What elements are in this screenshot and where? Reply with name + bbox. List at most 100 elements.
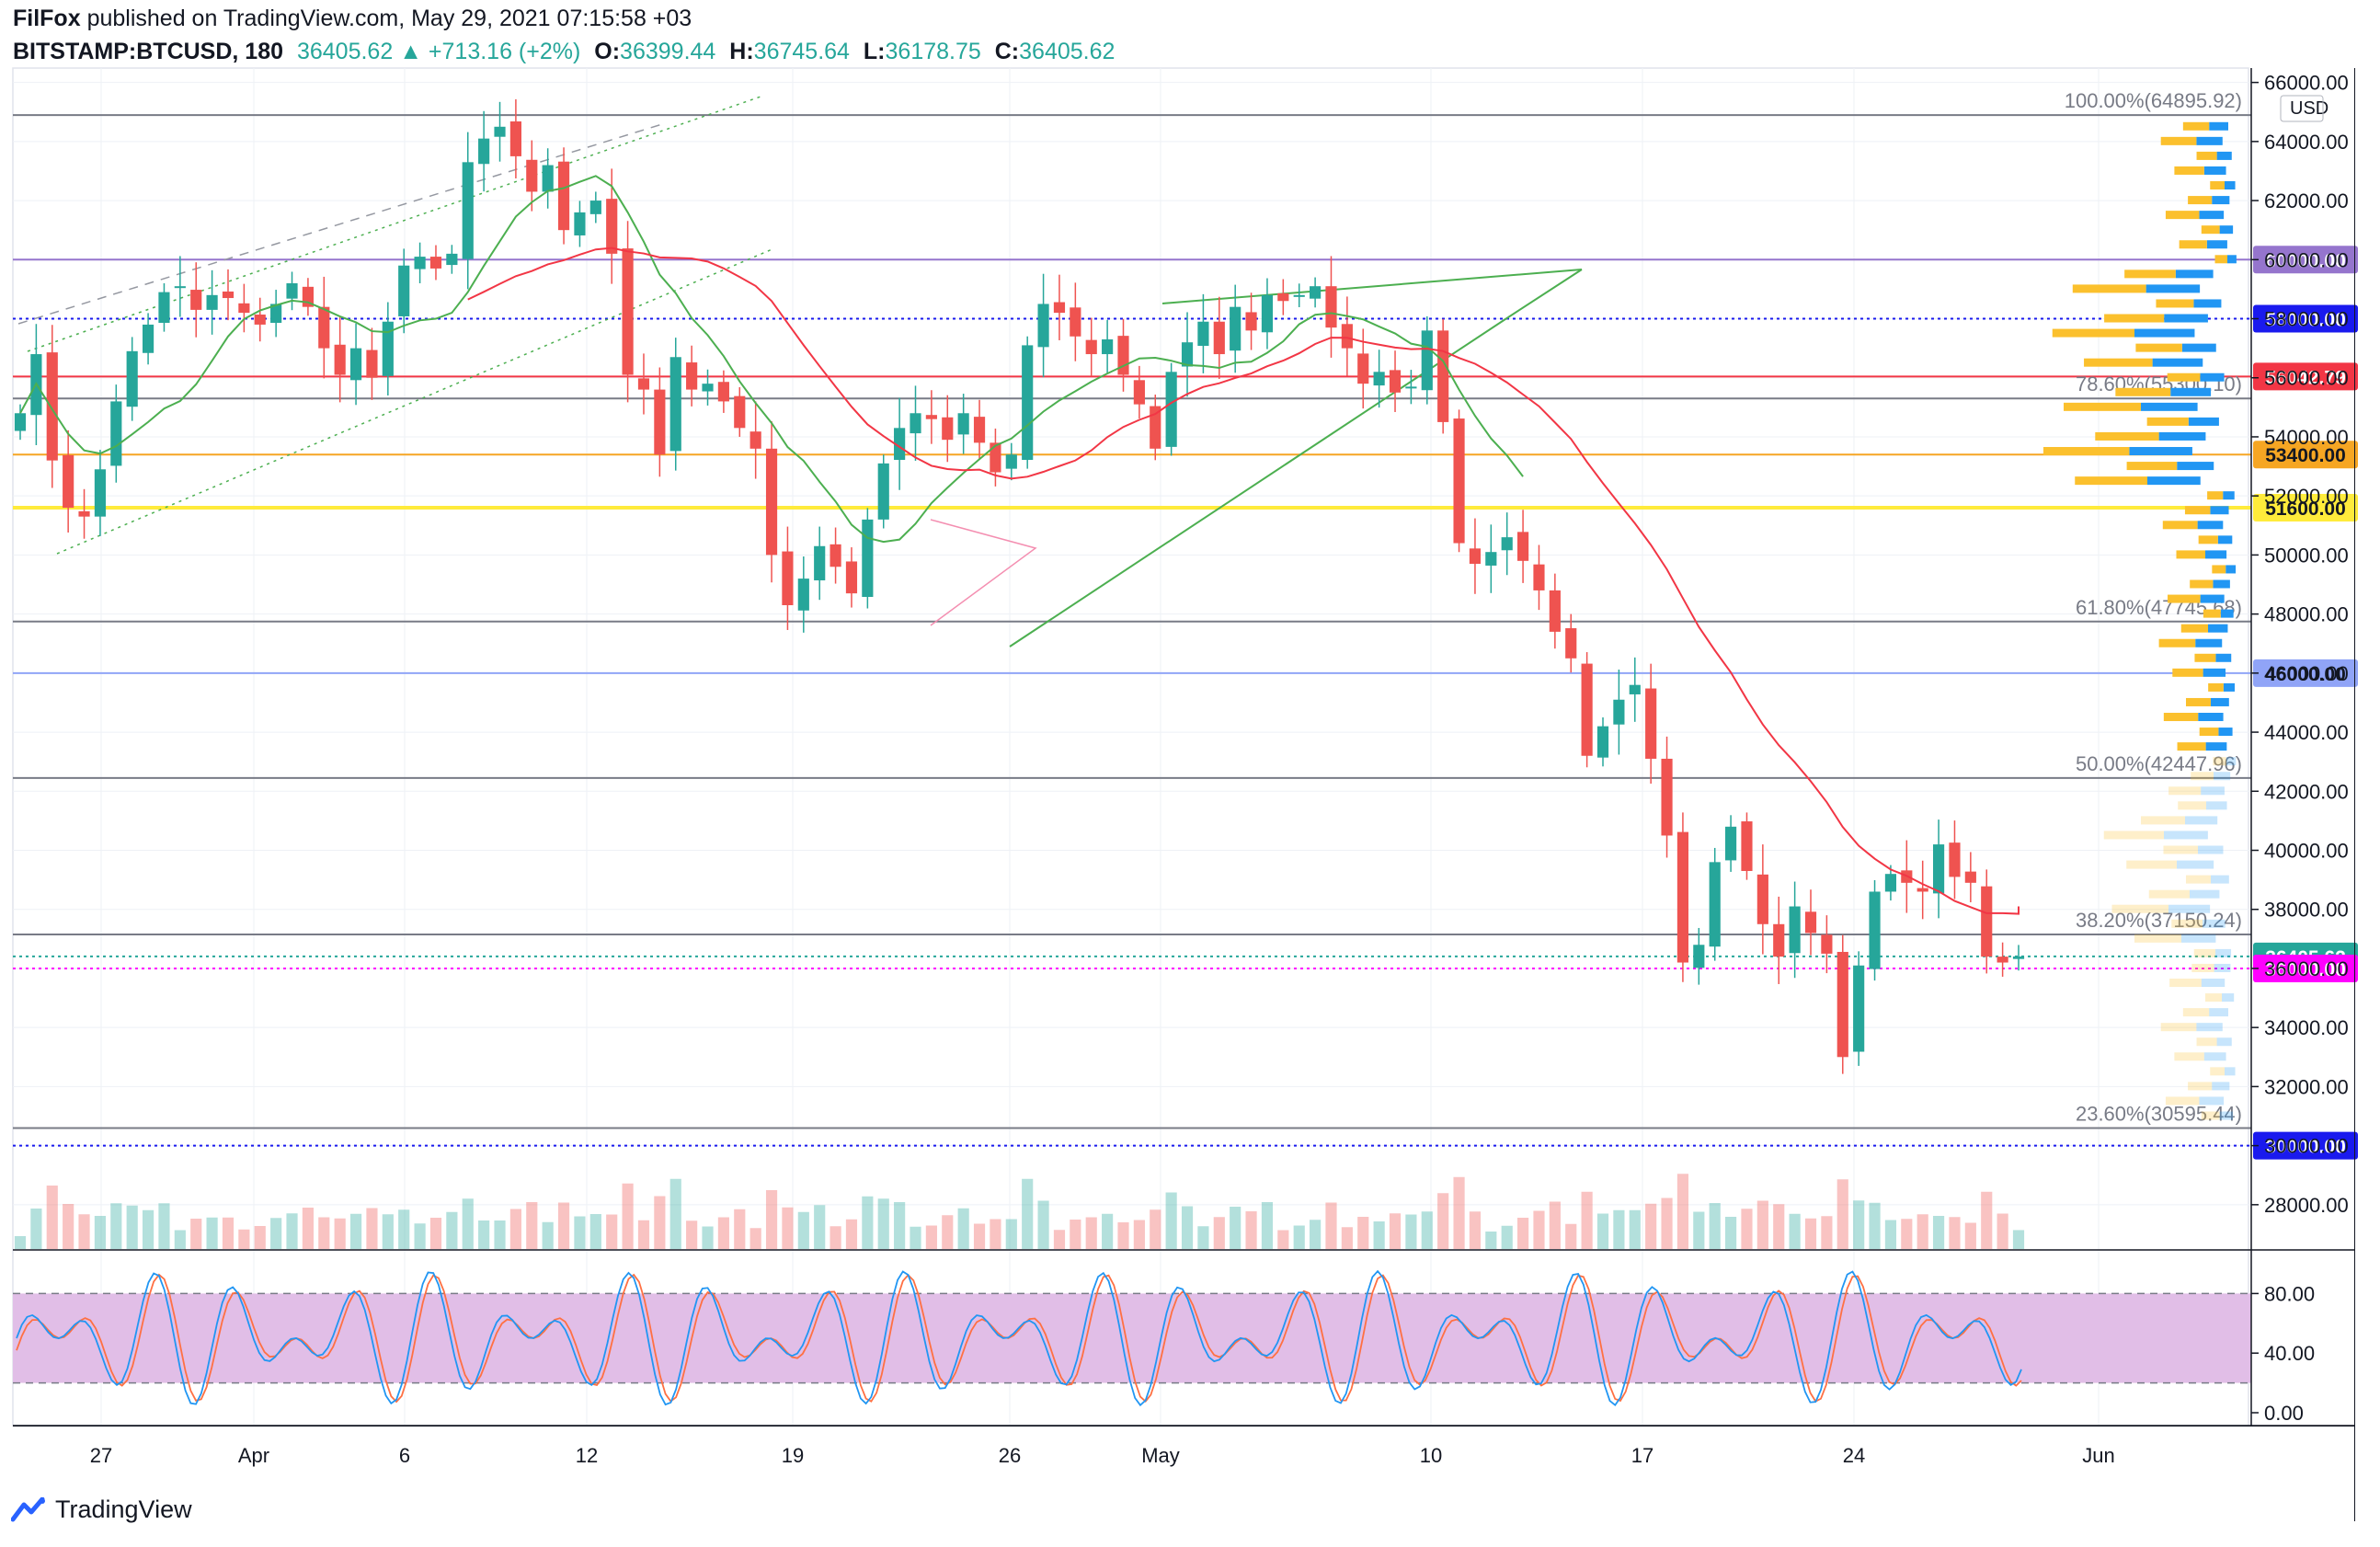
candle-body [1325, 286, 1337, 328]
profile-bar-up [2218, 728, 2233, 737]
moving-averages [19, 175, 2020, 915]
profile-bar-down [2191, 772, 2214, 781]
volume-bar [1165, 1192, 1177, 1249]
open-label: O: [594, 39, 621, 64]
price-level-badge [2253, 441, 2358, 469]
volume-bar [254, 1226, 266, 1249]
y-tick-label: 58000.00 [2264, 308, 2349, 331]
stoch-tick-label: 80.00 [2264, 1282, 2315, 1305]
author-name[interactable]: FilFox [13, 6, 81, 31]
candle-body [1293, 294, 1305, 297]
profile-bar-down [2169, 979, 2202, 988]
volume-bar [1917, 1214, 1928, 1249]
candle [877, 454, 889, 529]
publish-info: published on TradingView.com, May 29, 20… [86, 6, 692, 31]
volume-bar [1645, 1203, 1657, 1249]
currency-label: USD [2290, 98, 2329, 119]
volume-bar [877, 1198, 889, 1249]
candle [142, 313, 154, 365]
volume-bar [1901, 1219, 1913, 1249]
volume-bar [2012, 1230, 2025, 1249]
candle-body [1310, 286, 1322, 299]
candle-body [1085, 339, 1097, 355]
candle [429, 245, 442, 281]
candle-body [46, 352, 58, 461]
price-level-badge [2253, 246, 2358, 274]
volume-bar [589, 1214, 601, 1249]
candle [1133, 365, 1145, 419]
profile-bar-down [2064, 402, 2141, 411]
candle [637, 353, 650, 415]
profile-bar-down [2160, 1023, 2197, 1032]
profile-bar-up [2199, 211, 2225, 220]
tradingview-logo[interactable]: TradingView [11, 1495, 192, 1524]
candle-body [1997, 957, 2008, 963]
y-tick-label: 44000.00 [2264, 721, 2349, 744]
volume-bar [1949, 1217, 1961, 1249]
candle-body [509, 121, 521, 156]
candle [334, 316, 346, 403]
stoch-tick-label: 40.00 [2264, 1342, 2315, 1365]
horizontal-levels: 100.00%(64895.92) 60000.00 58000.00 56042.7… [13, 89, 2358, 1160]
candle-body [1230, 306, 1241, 351]
profile-bar-up [2193, 299, 2222, 308]
profile-bar-up [2216, 151, 2232, 160]
profile-bar-down [2208, 682, 2224, 692]
candle-body [94, 469, 107, 517]
symbol-name[interactable]: BITSTAMP:BTCUSD, 180 [13, 39, 284, 64]
candle-body [574, 212, 586, 235]
profile-bar-up [2199, 1096, 2225, 1106]
channel-lower-dotted [56, 247, 775, 555]
volume-bar [797, 1211, 809, 1249]
candle-body [1421, 330, 1433, 391]
candle-body [1102, 338, 1114, 355]
x-tick-label: May [1141, 1444, 1180, 1467]
candle [1213, 296, 1225, 380]
y-tick-label: 52000.00 [2264, 485, 2349, 508]
volume-bar [158, 1203, 170, 1249]
candle-body [637, 378, 650, 390]
candle [1741, 812, 1753, 880]
profile-bar-up [2196, 136, 2223, 145]
candle-body [589, 201, 601, 214]
volume-bar [1804, 1218, 1817, 1249]
candle-body [63, 454, 74, 509]
channel-upper-dashed [17, 123, 663, 325]
profile-bar-up [2214, 772, 2231, 781]
candle [1549, 573, 1561, 649]
candle [1821, 915, 1833, 974]
volume-bar [1549, 1201, 1561, 1249]
candle [270, 290, 282, 338]
volume-bar [190, 1219, 202, 1249]
profile-bar-down [2168, 594, 2201, 603]
candle-body [877, 463, 889, 520]
volume-bar [1293, 1225, 1305, 1249]
candle [1676, 812, 1689, 982]
bottom-frame [13, 1426, 2354, 1427]
profile-bar-down [2179, 240, 2207, 249]
volume-histogram [14, 1174, 2025, 1249]
profile-bar-up [2147, 476, 2201, 486]
profile-bar-up [2212, 1082, 2230, 1091]
candle-body [2012, 956, 2025, 959]
candle-body [990, 442, 1001, 473]
candle-body [1964, 871, 1976, 883]
candle [366, 327, 378, 400]
volume-bar [509, 1209, 521, 1249]
candle-body [174, 286, 186, 289]
profile-bar-down [2052, 328, 2134, 338]
volume-bar [1437, 1193, 1449, 1249]
volume-bar [1581, 1191, 1593, 1249]
candle [462, 132, 474, 290]
candle [222, 269, 235, 321]
profile-bar-up [2198, 713, 2224, 722]
profile-bar-down [2124, 269, 2176, 279]
profile-bar-up [2219, 225, 2234, 235]
volume-bar [717, 1217, 729, 1249]
candle [1070, 282, 1081, 361]
volume-bar [238, 1229, 250, 1249]
y-tick-label: 50000.00 [2264, 544, 2349, 567]
candle [1022, 336, 1034, 469]
profile-bar-up [2209, 1008, 2228, 1017]
